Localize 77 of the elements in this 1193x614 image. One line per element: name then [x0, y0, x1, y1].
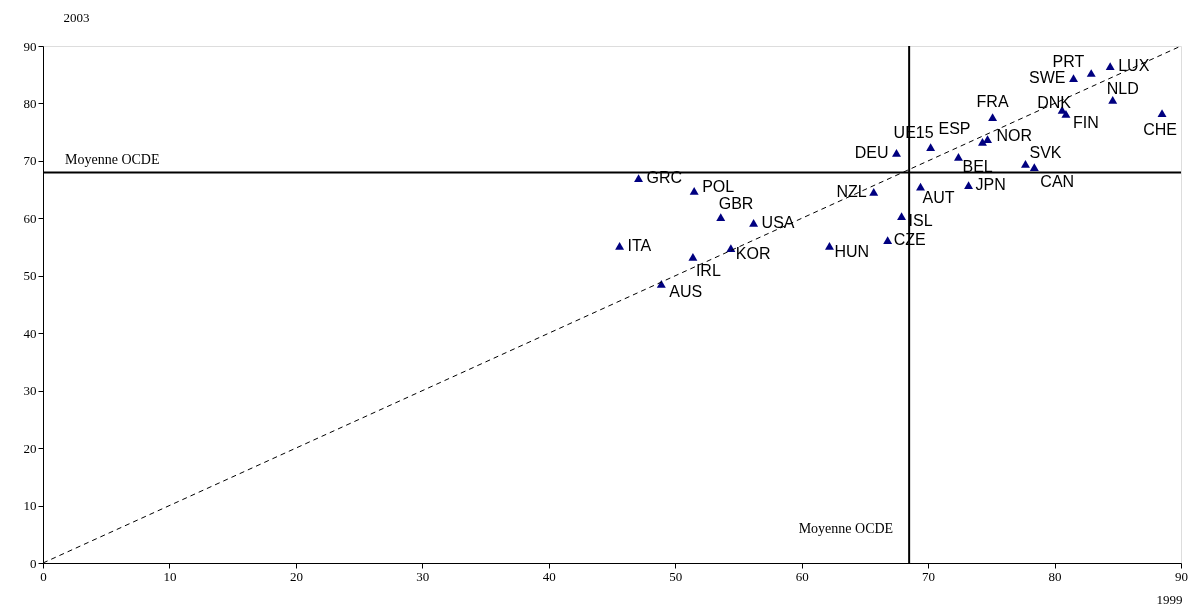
annotation: DEU [854, 143, 889, 161]
x-tick-label: 10 [163, 568, 177, 584]
y-tick-label: 50 [23, 268, 37, 284]
point [634, 174, 644, 182]
annotation: CHE [1143, 121, 1177, 139]
y-tick-label: 80 [23, 95, 37, 111]
point [983, 135, 993, 143]
point [1157, 109, 1167, 118]
annotation: ISL [908, 212, 933, 230]
y-tick-label: 30 [23, 383, 37, 399]
annotation: SVK [1029, 143, 1062, 161]
y-tick-label: 40 [23, 325, 37, 341]
annotation: AUS [669, 282, 703, 300]
point [964, 181, 974, 189]
x-tick-label: 80 [1048, 568, 1062, 584]
annotation: KOR [735, 245, 771, 263]
annotation: SWE [1029, 69, 1066, 87]
point [883, 236, 893, 245]
point [869, 188, 879, 196]
x-tick-label: 50 [669, 568, 683, 584]
y-tick-label: 20 [23, 440, 37, 456]
point [916, 182, 925, 191]
annotation: PRT [1052, 53, 1085, 70]
ref-line-label: Moyenne OCDE [798, 521, 894, 536]
annotation: DNK [1037, 93, 1072, 111]
annotation: FIN [1072, 113, 1099, 131]
x-tick-label: 90 [1175, 568, 1188, 584]
annotation: JPN [975, 176, 1006, 194]
x-tick-label: 70 [922, 568, 936, 584]
annotation: NLD [1106, 80, 1139, 97]
y-tick-label: 70 [23, 153, 37, 169]
point [615, 242, 625, 250]
point [688, 252, 698, 261]
point [749, 219, 759, 227]
annotation: BEL [962, 157, 993, 175]
x-axis-title: 1999 [1156, 591, 1183, 607]
annotation: CAN [1040, 173, 1075, 191]
point [926, 143, 936, 151]
y-axis-title: 2003 [63, 9, 90, 25]
annotation: NOR [996, 127, 1033, 145]
point [716, 213, 726, 222]
point [1086, 69, 1096, 77]
annotation: ESP [938, 119, 971, 137]
y-tick-label: 0 [30, 555, 37, 571]
y-tick-label: 90 [23, 38, 37, 54]
point [689, 186, 699, 195]
annotation: ITA [627, 236, 652, 254]
annotation: LUX [1118, 57, 1150, 75]
annotation: IRL [695, 261, 721, 279]
point [1061, 109, 1071, 118]
point [892, 148, 901, 157]
point [1108, 96, 1118, 104]
annotation: FRA [976, 93, 1009, 111]
x-tick-label: 40 [542, 568, 556, 584]
x-tick-label: 20 [289, 568, 303, 584]
annotation: POL [702, 177, 735, 195]
point [825, 242, 834, 250]
annotation: USA [761, 213, 795, 231]
point [656, 279, 666, 288]
annotation: HUN [834, 242, 870, 260]
annotation: AUT [922, 188, 955, 206]
point [1069, 74, 1078, 83]
point [1021, 159, 1030, 168]
x-tick-label: 0 [40, 568, 47, 584]
point [1029, 163, 1039, 172]
x-tick-label: 60 [795, 568, 809, 584]
annotation: NZL [836, 182, 867, 200]
ref-line-label: Moyenne OCDE [65, 152, 160, 168]
point [897, 212, 907, 220]
point [953, 152, 963, 161]
point [988, 113, 998, 122]
point [978, 138, 987, 146]
annotation: GBR [718, 195, 754, 213]
x-tick-label: 30 [416, 568, 430, 584]
y-tick-label: 60 [23, 210, 37, 226]
y-tick-label: 10 [23, 498, 37, 514]
point [1105, 62, 1115, 70]
